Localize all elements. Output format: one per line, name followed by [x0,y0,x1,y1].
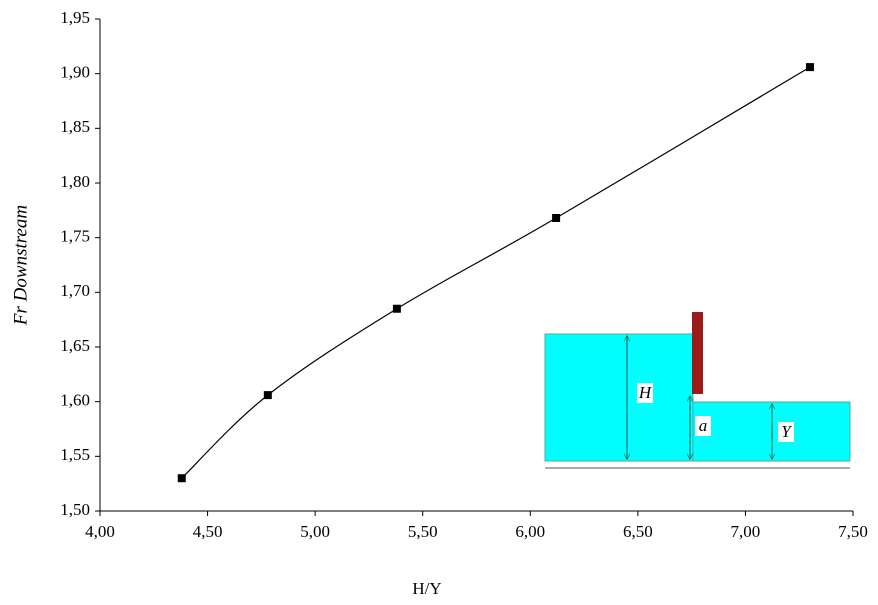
gate [692,312,703,394]
y-axis-title: Fr Downstream [10,205,31,326]
data-point [263,391,272,400]
label-box [778,422,794,442]
x-tick-label: 6,50 [623,522,653,541]
y-tick-label: 1,75 [60,227,90,246]
y-tick-label: 1,90 [60,63,90,82]
data-point [552,213,561,222]
data-point [177,474,186,483]
y-tick-label: 1,50 [60,500,90,519]
upstream-water [544,333,694,462]
x-tick-label: 7,00 [731,522,761,541]
label-box [637,383,653,403]
label-box [695,416,711,436]
x-tick-label: 7,50 [838,522,868,541]
inset-label: Y [781,422,792,441]
x-tick-label: 4,00 [85,522,115,541]
y-tick-label: 1,70 [60,281,90,300]
y-tick-label: 1,65 [60,336,90,355]
inset-label: H [638,383,653,402]
y-tick-label: 1,60 [60,391,90,410]
x-tick-label: 5,00 [300,522,330,541]
data-point [805,63,814,72]
x-axis-title: H/Y [412,579,441,598]
y-tick-label: 1,80 [60,172,90,191]
x-tick-label: 5,50 [408,522,438,541]
inset-diagram: H a Y [544,312,851,469]
data-point [392,304,401,313]
inset-label: a [699,416,708,435]
y-tick-label: 1,85 [60,117,90,136]
y-tick-label: 1,95 [60,8,90,27]
x-tick-label: 6,00 [515,522,545,541]
y-tick-label: 1,55 [60,445,90,464]
x-tick-label: 4,50 [193,522,223,541]
data-line [181,66,811,479]
